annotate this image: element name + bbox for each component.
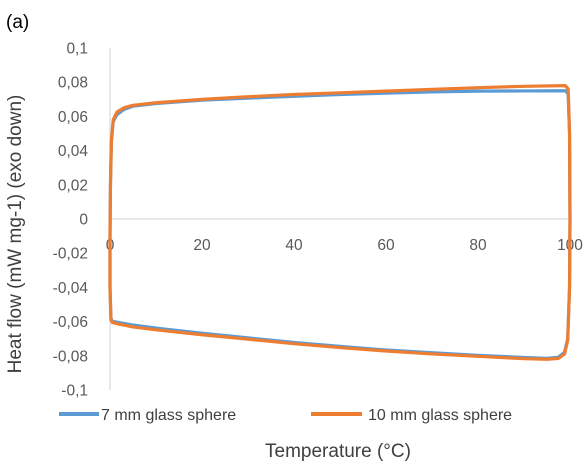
y-axis-title: Heat flow (mW mg-1) (exo down) <box>5 95 26 374</box>
y-tick-label: -0,04 <box>53 280 89 297</box>
y-tick-label: 0 <box>79 212 88 229</box>
panel-label: (a) <box>6 12 29 33</box>
x-tick-label: 80 <box>469 237 487 254</box>
y-tick-label: 0,1 <box>66 41 88 58</box>
legend-label-7mm: 7 mm glass sphere <box>101 407 236 424</box>
x-axis-ticks: 0 20 40 60 80 100 <box>106 237 584 254</box>
y-axis-ticks: 0,1 0,08 0,06 0,04 0,02 0 -0,02 -0,04 -0,06 -0,08… <box>53 41 89 400</box>
y-tick-label: 0,06 <box>58 109 88 126</box>
y-tick-label: -0,06 <box>53 314 88 331</box>
series-line-0 <box>108 89 572 360</box>
y-tick-label: 0,08 <box>58 75 88 92</box>
y-tick-label: 0,04 <box>58 143 89 160</box>
x-tick-label: 60 <box>377 237 395 254</box>
y-tick-label: -0,08 <box>53 348 88 365</box>
y-tick-label: -0,1 <box>61 383 88 400</box>
series-line-1 <box>108 84 572 361</box>
x-tick-label: 40 <box>285 237 303 254</box>
y-tick-label: 0,02 <box>58 177 88 194</box>
legend-label-10mm: 10 mm glass sphere <box>368 407 512 424</box>
plot-area <box>109 48 570 390</box>
legend: 7 mm glass sphere 10 mm glass sphere <box>59 407 512 424</box>
series-layer <box>108 84 572 361</box>
y-tick-label: -0,02 <box>53 246 88 263</box>
x-tick-label: 20 <box>193 237 211 254</box>
x-axis-title: Temperature (°C) <box>265 441 411 462</box>
